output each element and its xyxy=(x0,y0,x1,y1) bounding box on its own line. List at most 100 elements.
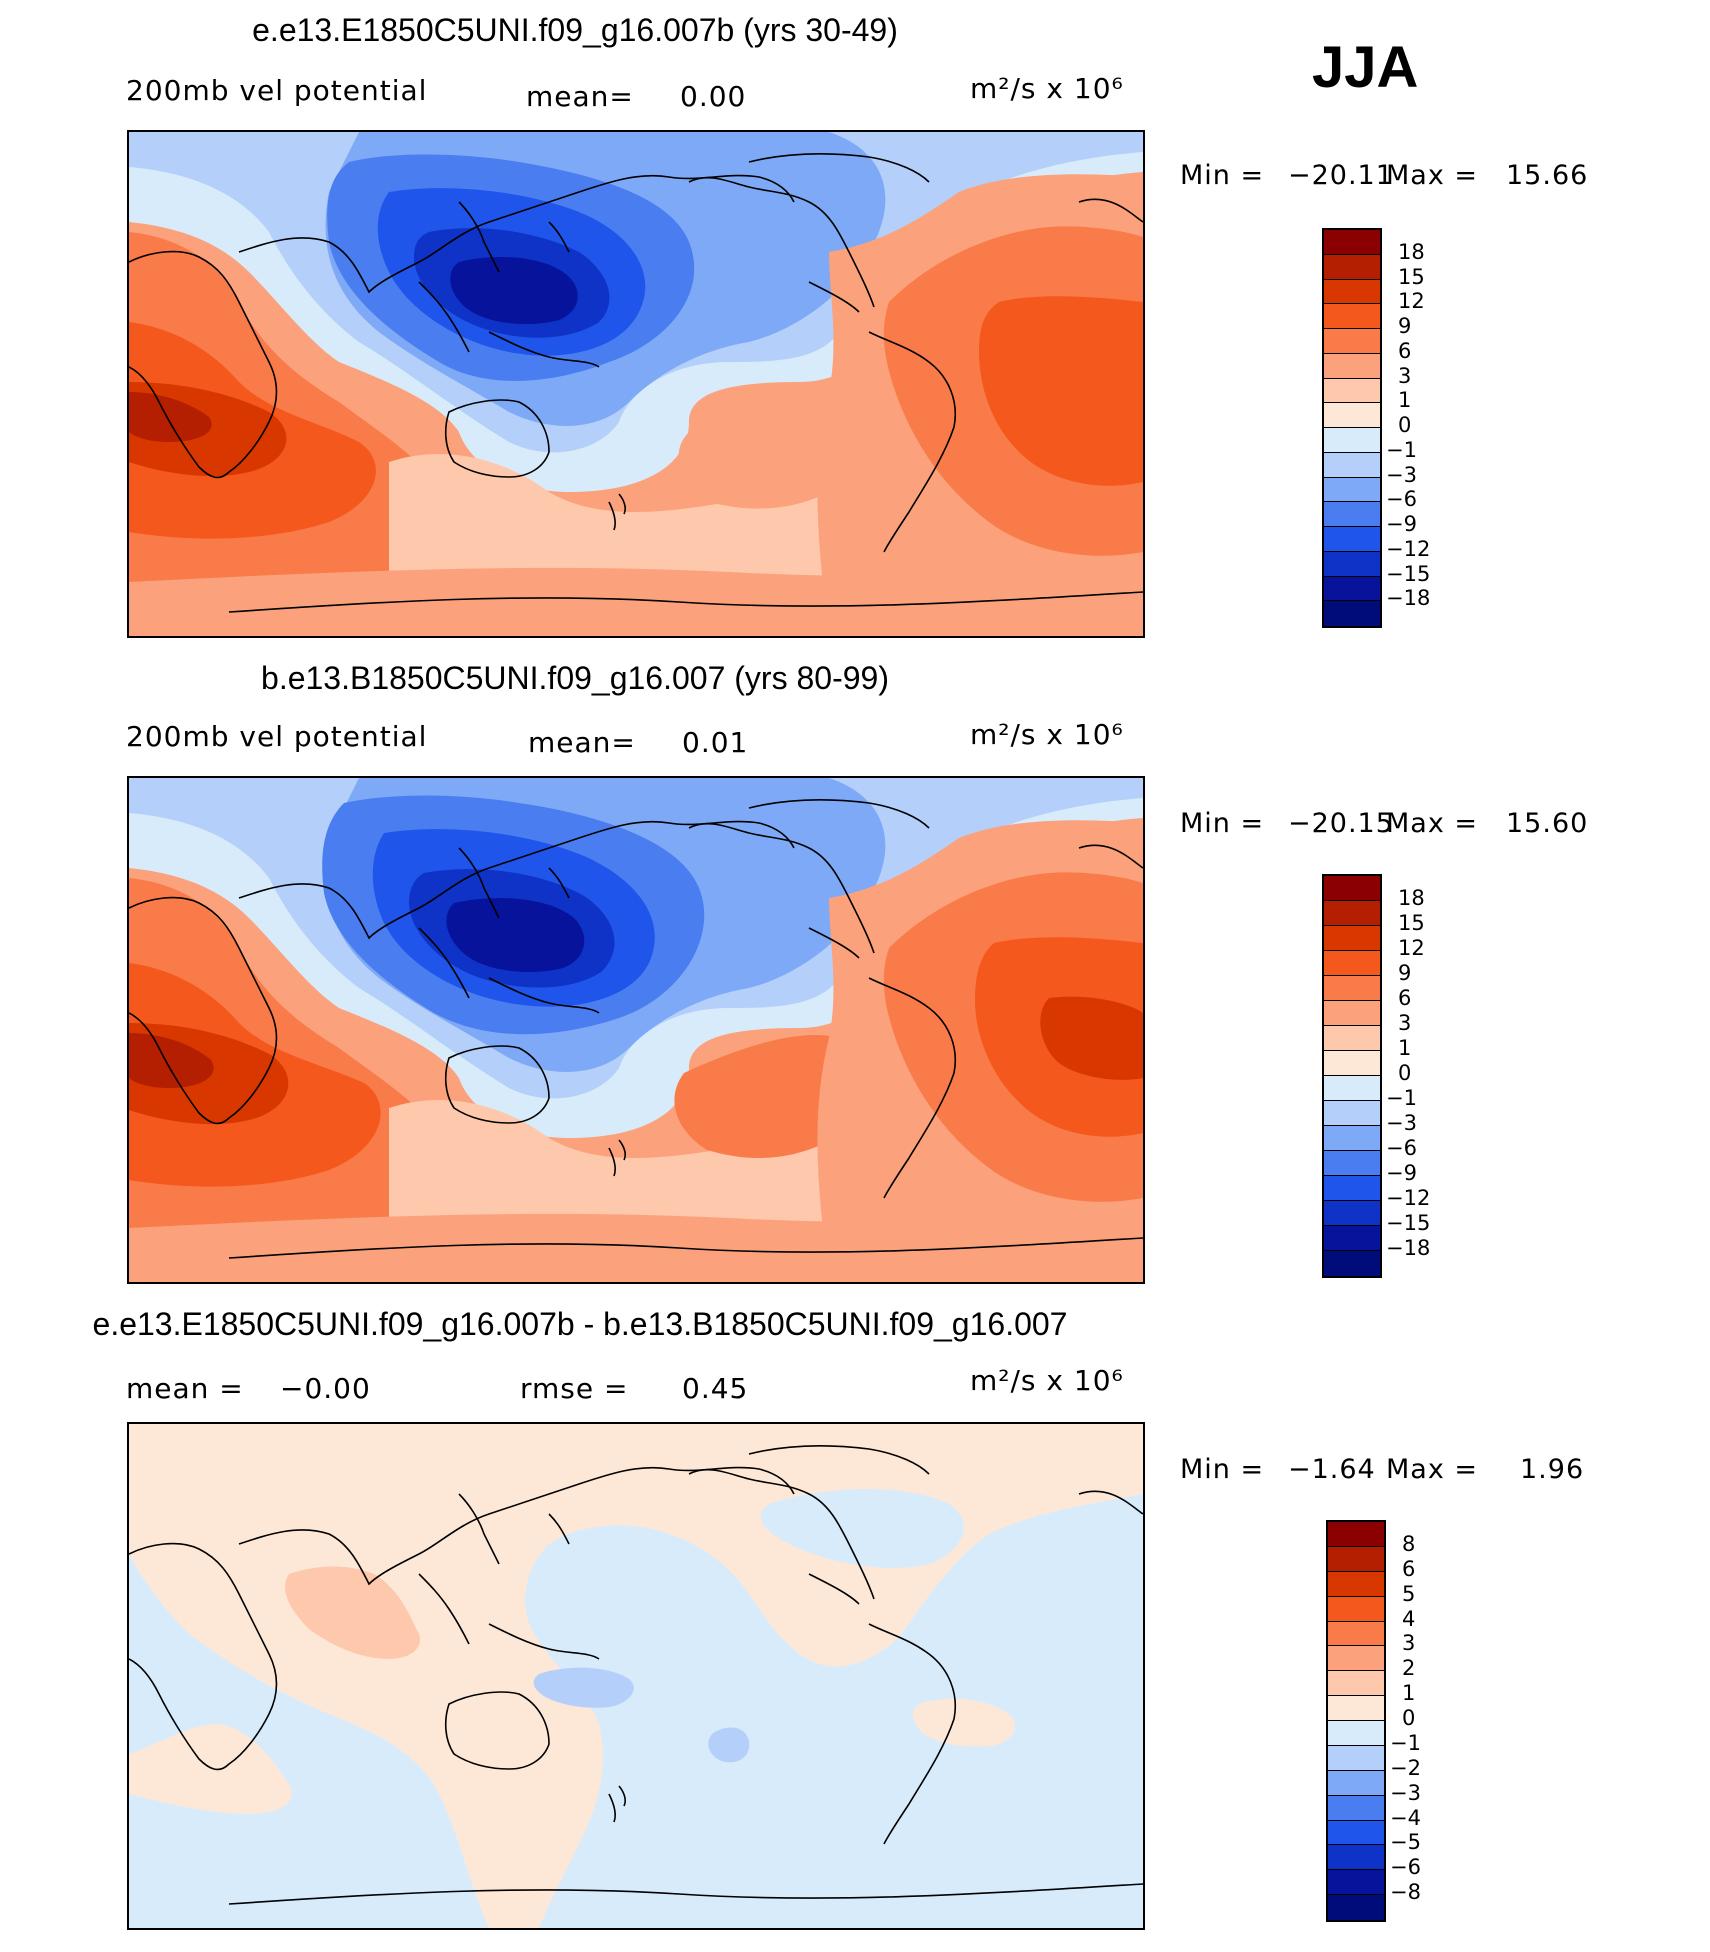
panel-1-map-svg xyxy=(129,132,1143,636)
colorbar-swatch xyxy=(1324,428,1380,453)
colorbar-tick-label: −2 xyxy=(1390,1755,1421,1780)
panel-2-max-value: 15.60 xyxy=(1506,808,1589,839)
colorbar-swatch xyxy=(1324,951,1380,976)
panel-2-units: m²/s x 10⁶ xyxy=(970,718,1124,751)
colorbar-tick-label: 1 xyxy=(1398,1036,1412,1060)
colorbar-tick-label: −5 xyxy=(1390,1830,1421,1855)
panel-1-colorbar xyxy=(1322,228,1382,628)
colorbar-swatch xyxy=(1324,901,1380,926)
panel-1-max-label: Max = xyxy=(1386,160,1479,191)
colorbar-swatch xyxy=(1324,353,1380,379)
colorbar-swatch xyxy=(1324,976,1380,1001)
panel-1-min-value: −20.11 xyxy=(1288,160,1394,191)
colorbar-swatch xyxy=(1328,1571,1384,1597)
colorbar-swatch xyxy=(1324,304,1380,329)
panel-3-units: m²/s x 10⁶ xyxy=(970,1364,1124,1397)
panel-3-rmse-label: rmse = xyxy=(520,1372,629,1405)
colorbar-swatch xyxy=(1324,576,1380,602)
panel-2-map-svg xyxy=(129,778,1143,1282)
panel-3-max-value: 1.96 xyxy=(1520,1454,1585,1485)
colorbar-tick-label: 12 xyxy=(1398,936,1425,960)
colorbar-swatch xyxy=(1328,1870,1384,1896)
panel-2-variable-label: 200mb vel potential xyxy=(126,720,428,753)
panel-3-min-value: −1.64 xyxy=(1288,1454,1376,1485)
colorbar-swatch xyxy=(1324,527,1380,552)
colorbar-swatch xyxy=(1328,1522,1384,1547)
colorbar-swatch xyxy=(1324,502,1380,527)
colorbar-tick-label: 15 xyxy=(1398,911,1425,935)
colorbar-tick-label: −3 xyxy=(1386,1111,1417,1135)
panel-2-mean-value: 0.01 xyxy=(682,726,749,759)
colorbar-swatch xyxy=(1324,254,1380,280)
colorbar-swatch xyxy=(1324,378,1380,404)
colorbar-swatch xyxy=(1328,1596,1384,1622)
colorbar-swatch xyxy=(1324,926,1380,951)
colorbar-swatch xyxy=(1324,452,1380,478)
colorbar-swatch xyxy=(1324,1076,1380,1101)
colorbar-swatch xyxy=(1328,1546,1384,1572)
colorbar-tick-label: −15 xyxy=(1386,561,1431,586)
colorbar-swatch xyxy=(1328,1646,1384,1672)
colorbar-swatch xyxy=(1324,403,1380,428)
colorbar-swatch xyxy=(1324,1251,1380,1276)
colorbar-swatch xyxy=(1324,601,1380,626)
colorbar-tick-label: −4 xyxy=(1390,1805,1421,1830)
colorbar-swatch xyxy=(1328,1820,1384,1846)
colorbar-tick-label: 1 xyxy=(1398,388,1412,413)
colorbar-swatch xyxy=(1324,551,1380,577)
colorbar-tick-label: 9 xyxy=(1398,314,1412,338)
colorbar-tick-label: 6 xyxy=(1398,986,1412,1010)
colorbar-tick-label: 3 xyxy=(1398,1011,1412,1035)
colorbar-swatch xyxy=(1328,1745,1384,1771)
colorbar-swatch xyxy=(1324,279,1380,305)
colorbar-swatch xyxy=(1324,1051,1380,1076)
colorbar-swatch xyxy=(1328,1795,1384,1821)
panel-1-map xyxy=(127,130,1145,638)
colorbar-tick-label: −15 xyxy=(1386,1211,1431,1235)
panel-3-title: e.e13.E1850C5UNI.f09_g16.007b - b.e13.B1… xyxy=(92,1306,1068,1342)
colorbar-swatch xyxy=(1328,1621,1384,1647)
panel-3-rmse-value: 0.45 xyxy=(682,1372,749,1405)
colorbar-tick-label: 18 xyxy=(1398,886,1425,910)
colorbar-tick-label: 9 xyxy=(1398,961,1412,985)
panel-1-mean-label: mean= xyxy=(526,80,634,113)
colorbar-tick-label: 6 xyxy=(1398,338,1412,363)
colorbar-swatch xyxy=(1324,1101,1380,1126)
colorbar-tick-label: −8 xyxy=(1390,1880,1421,1905)
colorbar-swatch xyxy=(1324,1126,1380,1151)
colorbar-swatch xyxy=(1328,1895,1384,1920)
panel-2-title: b.e13.B1850C5UNI.f09_g16.007 (yrs 80-99) xyxy=(261,660,889,696)
colorbar-tick-label: 3 xyxy=(1398,363,1412,388)
colorbar-swatch xyxy=(1328,1721,1384,1746)
colorbar-swatch xyxy=(1324,1026,1380,1051)
colorbar-tick-label: −9 xyxy=(1386,512,1417,536)
colorbar-tick-label: −3 xyxy=(1386,462,1417,487)
colorbar-swatch xyxy=(1328,1845,1384,1871)
colorbar-swatch xyxy=(1328,1696,1384,1721)
colorbar-swatch xyxy=(1324,1176,1380,1201)
panel-1-units: m²/s x 10⁶ xyxy=(970,72,1124,105)
colorbar-tick-label: 0 xyxy=(1402,1706,1416,1730)
colorbar-swatch xyxy=(1324,1201,1380,1226)
colorbar-tick-label: −9 xyxy=(1386,1161,1417,1185)
panel-3-max-label: Max = xyxy=(1386,1454,1479,1485)
colorbar-swatch xyxy=(1324,1226,1380,1251)
panel-3-mean-label: mean = xyxy=(126,1372,244,1405)
colorbar-tick-label: −1 xyxy=(1386,437,1417,462)
colorbar-swatch xyxy=(1324,329,1380,354)
panel-3-mean-value: −0.00 xyxy=(280,1372,371,1405)
colorbar-tick-label: 18 xyxy=(1398,239,1425,264)
panel-1-max-value: 15.66 xyxy=(1506,160,1589,191)
colorbar-tick-label: −3 xyxy=(1390,1780,1421,1805)
colorbar-swatch xyxy=(1324,477,1380,503)
colorbar-tick-label: 8 xyxy=(1402,1531,1416,1556)
colorbar-tick-label: 3 xyxy=(1402,1631,1416,1656)
colorbar-tick-label: 2 xyxy=(1402,1656,1416,1681)
colorbar-tick-label: 6 xyxy=(1402,1556,1416,1581)
colorbar-tick-label: −6 xyxy=(1390,1855,1421,1880)
panel-2-min-value: −20.15 xyxy=(1288,808,1394,839)
colorbar-swatch xyxy=(1328,1770,1384,1796)
panel-2-colorbar xyxy=(1322,874,1382,1278)
panel-3-map-svg xyxy=(129,1424,1143,1928)
panel-2-min-label: Min = xyxy=(1180,808,1265,839)
